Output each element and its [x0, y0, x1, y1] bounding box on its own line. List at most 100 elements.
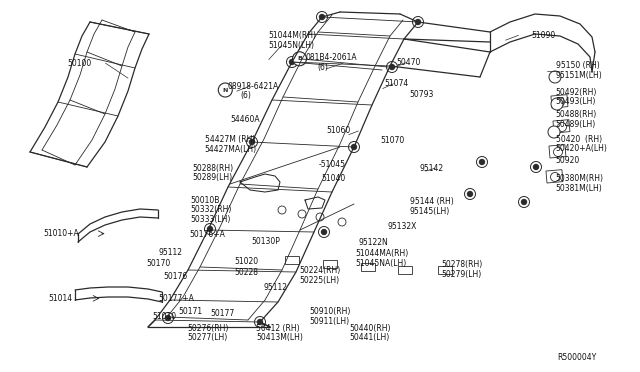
Text: 50279(LH): 50279(LH): [442, 270, 482, 279]
Bar: [553, 120, 570, 133]
Text: 54427M (RH): 54427M (RH): [205, 135, 255, 144]
Circle shape: [549, 71, 561, 83]
Circle shape: [556, 97, 564, 106]
Circle shape: [349, 141, 360, 153]
Circle shape: [321, 229, 327, 235]
Text: 50493(LH): 50493(LH): [556, 97, 596, 106]
Text: 51020: 51020: [234, 257, 259, 266]
Text: 51010+A: 51010+A: [44, 229, 79, 238]
Bar: [361, 263, 375, 271]
Text: 50177: 50177: [210, 309, 234, 318]
Text: 95142: 95142: [420, 164, 444, 173]
Text: 95150 (RH): 95150 (RH): [556, 61, 599, 70]
Text: 50276(RH): 50276(RH): [187, 324, 228, 333]
Text: 50010B: 50010B: [191, 196, 220, 205]
Circle shape: [351, 144, 357, 150]
Text: 50228: 50228: [234, 268, 259, 277]
Text: 50492(RH): 50492(RH): [556, 88, 597, 97]
Bar: [323, 260, 337, 268]
Text: 95112: 95112: [159, 248, 183, 257]
Circle shape: [218, 83, 232, 97]
Circle shape: [467, 191, 473, 197]
Text: 50420  (RH): 50420 (RH): [556, 135, 602, 144]
Text: 51074: 51074: [384, 79, 408, 88]
Text: 50288(RH): 50288(RH): [192, 164, 233, 173]
Circle shape: [479, 159, 485, 165]
Text: 50420+A(LH): 50420+A(LH): [556, 144, 607, 153]
Text: 50176+A: 50176+A: [189, 230, 225, 239]
Text: 50277(LH): 50277(LH): [187, 333, 227, 342]
Circle shape: [550, 173, 559, 182]
Text: 51045NA(LH): 51045NA(LH): [356, 259, 407, 268]
Circle shape: [205, 224, 216, 234]
Text: 50910(RH): 50910(RH): [310, 307, 351, 316]
Circle shape: [557, 122, 566, 131]
Text: 50413M(LH): 50413M(LH): [256, 333, 303, 342]
Text: 50177+A: 50177+A: [159, 294, 195, 303]
Circle shape: [338, 218, 346, 226]
Text: 50333(LH): 50333(LH): [191, 215, 231, 224]
Text: 95151M(LH): 95151M(LH): [556, 71, 602, 80]
Text: 50441(LH): 50441(LH): [349, 333, 390, 342]
Circle shape: [287, 57, 298, 67]
Circle shape: [319, 14, 325, 20]
Text: 081B4-2061A: 081B4-2061A: [306, 53, 358, 62]
Text: 51045N(LH): 51045N(LH): [269, 41, 315, 50]
Circle shape: [255, 317, 266, 327]
Circle shape: [289, 59, 295, 65]
Text: 54427MA(LH): 54427MA(LH): [205, 145, 257, 154]
Text: 50489(LH): 50489(LH): [556, 120, 596, 129]
Text: 50171: 50171: [178, 307, 202, 316]
Text: 50920: 50920: [556, 156, 580, 165]
Circle shape: [249, 139, 255, 145]
Text: 51060: 51060: [326, 126, 351, 135]
Circle shape: [163, 312, 173, 324]
Circle shape: [477, 157, 488, 167]
Text: 50440(RH): 50440(RH): [349, 324, 391, 333]
Text: 50793: 50793: [410, 90, 434, 99]
Circle shape: [531, 161, 541, 173]
Text: 95144 (RH): 95144 (RH): [410, 197, 453, 206]
Text: 51044M(RH): 51044M(RH): [269, 31, 317, 40]
Circle shape: [257, 319, 263, 325]
Text: 51014: 51014: [48, 294, 72, 303]
Text: 95122N: 95122N: [358, 238, 388, 247]
Text: 50224(RH): 50224(RH): [300, 266, 340, 275]
Text: N: N: [223, 87, 228, 93]
Circle shape: [465, 189, 476, 199]
Text: 51010: 51010: [152, 312, 177, 321]
Text: 51070: 51070: [381, 136, 405, 145]
Circle shape: [319, 227, 330, 237]
Text: 50289(LH): 50289(LH): [192, 173, 232, 182]
Circle shape: [317, 12, 328, 22]
Text: 51040: 51040: [321, 174, 346, 183]
Circle shape: [413, 16, 424, 28]
Text: B: B: [297, 56, 302, 61]
Text: 51090: 51090: [531, 31, 556, 40]
Circle shape: [278, 206, 286, 214]
Text: 50278(RH): 50278(RH): [442, 260, 483, 269]
Text: 51044MA(RH): 51044MA(RH): [356, 249, 409, 258]
Text: 50488(RH): 50488(RH): [556, 110, 596, 119]
Text: 50380M(RH): 50380M(RH): [556, 174, 604, 183]
Circle shape: [298, 210, 306, 218]
Circle shape: [554, 148, 563, 157]
Text: (6): (6): [317, 63, 328, 72]
Text: 50412 (RH): 50412 (RH): [256, 324, 300, 333]
Bar: [285, 256, 299, 264]
Circle shape: [521, 199, 527, 205]
Circle shape: [246, 137, 257, 148]
Circle shape: [387, 61, 397, 73]
Text: 95112: 95112: [264, 283, 288, 292]
Text: 50100: 50100: [67, 59, 92, 68]
Circle shape: [165, 315, 171, 321]
Circle shape: [316, 213, 324, 221]
Text: 50225(LH): 50225(LH): [300, 276, 340, 285]
Circle shape: [548, 126, 560, 138]
Circle shape: [389, 64, 395, 70]
Text: 50470: 50470: [397, 58, 421, 67]
Text: 50170: 50170: [146, 259, 170, 268]
Text: 54460A: 54460A: [230, 115, 260, 124]
Circle shape: [518, 196, 529, 208]
Text: 08918-6421A: 08918-6421A: [227, 82, 278, 91]
